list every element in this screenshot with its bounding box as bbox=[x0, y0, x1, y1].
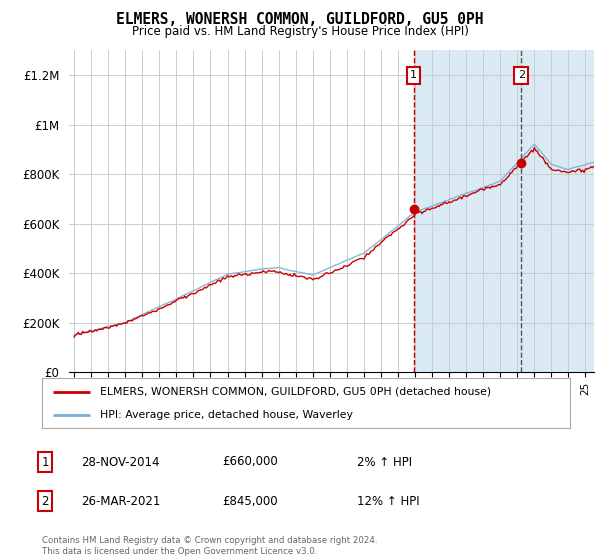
Text: 26-MAR-2021: 26-MAR-2021 bbox=[81, 494, 160, 508]
Text: 12% ↑ HPI: 12% ↑ HPI bbox=[357, 494, 419, 508]
Text: Contains HM Land Registry data © Crown copyright and database right 2024.
This d: Contains HM Land Registry data © Crown c… bbox=[42, 536, 377, 556]
Text: 2% ↑ HPI: 2% ↑ HPI bbox=[357, 455, 412, 469]
Text: 28-NOV-2014: 28-NOV-2014 bbox=[81, 455, 160, 469]
Text: £660,000: £660,000 bbox=[222, 455, 278, 469]
Text: 2: 2 bbox=[518, 70, 525, 80]
Bar bbox=[413, 50, 600, 372]
Text: 2: 2 bbox=[41, 494, 49, 508]
Text: HPI: Average price, detached house, Waverley: HPI: Average price, detached house, Wave… bbox=[100, 410, 353, 420]
Text: Price paid vs. HM Land Registry's House Price Index (HPI): Price paid vs. HM Land Registry's House … bbox=[131, 25, 469, 38]
Text: 1: 1 bbox=[41, 455, 49, 469]
Text: ELMERS, WONERSH COMMON, GUILDFORD, GU5 0PH: ELMERS, WONERSH COMMON, GUILDFORD, GU5 0… bbox=[116, 12, 484, 27]
Text: ELMERS, WONERSH COMMON, GUILDFORD, GU5 0PH (detached house): ELMERS, WONERSH COMMON, GUILDFORD, GU5 0… bbox=[100, 386, 491, 396]
Text: 1: 1 bbox=[410, 70, 417, 80]
Text: £845,000: £845,000 bbox=[222, 494, 278, 508]
